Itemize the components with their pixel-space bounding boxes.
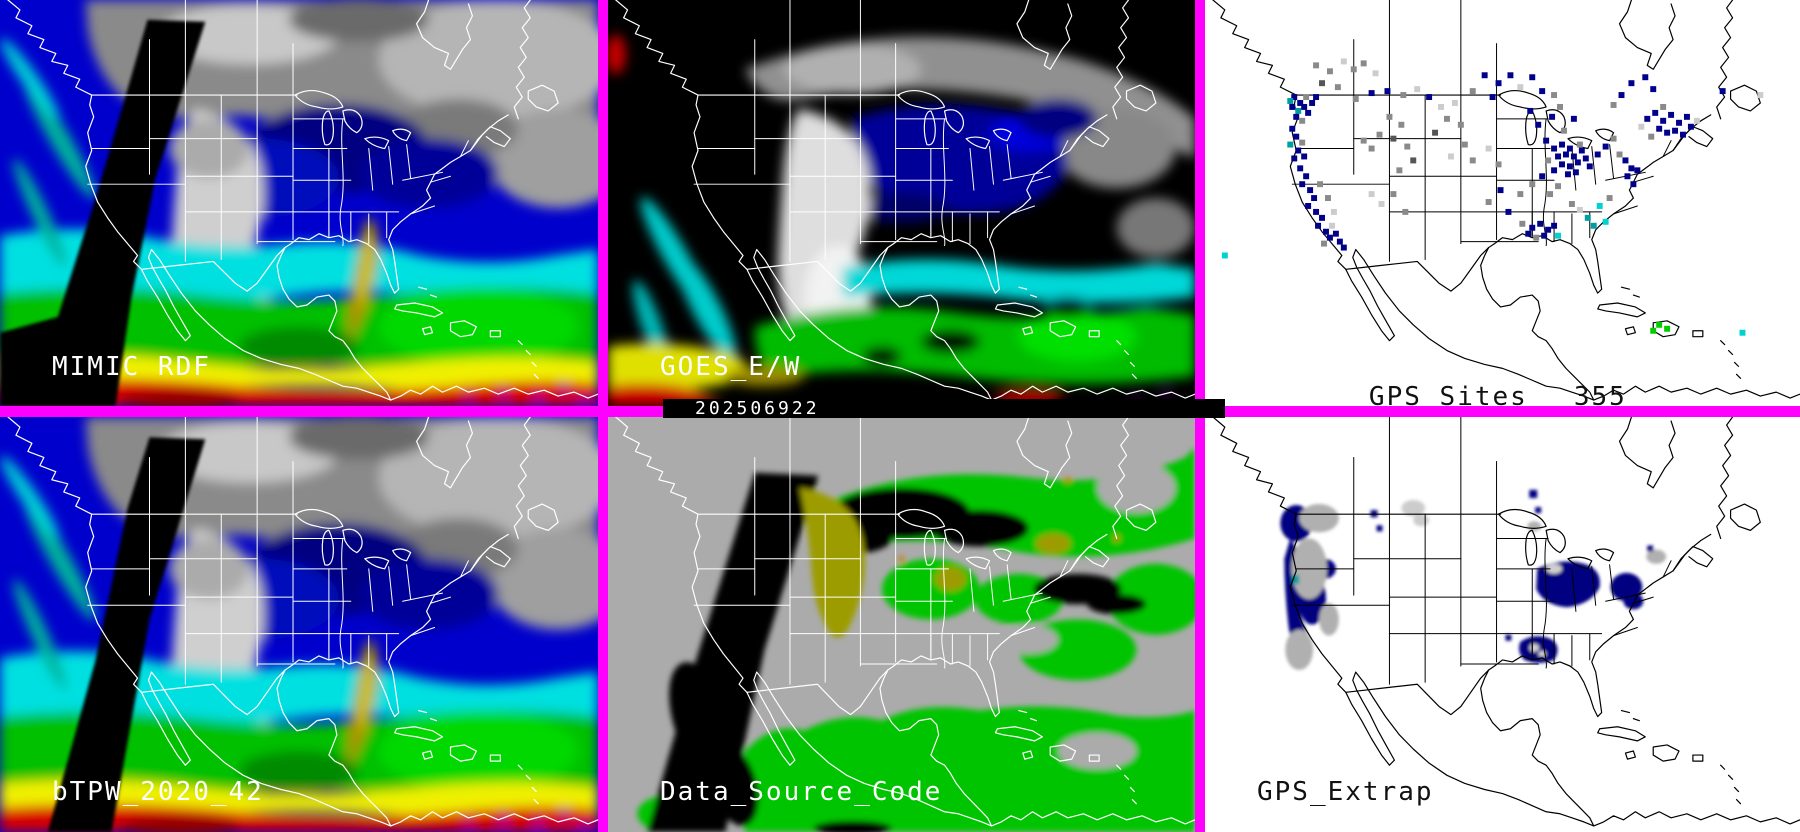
panel-btpw: bTPW_2020_42 — [0, 417, 598, 832]
panel-data-source-code: Data_Source_Code — [608, 417, 1195, 832]
gps-site-markers — [1221, 58, 1764, 336]
gps-sites-map — [1212, 0, 1800, 401]
data-source-code-map — [608, 417, 1195, 832]
timestamp-bar: 202506922 — [663, 399, 1225, 418]
panel-label-gps-extrap: GPS_Extrap — [1257, 777, 1434, 807]
panel-label-btpw: bTPW_2020_42 — [52, 777, 264, 807]
panel-label-goes: GOES_E/W — [660, 352, 802, 382]
panel-gps-extrap: GPS_Extrap — [1205, 417, 1800, 832]
gps-sites-count: 355 — [1573, 382, 1627, 406]
gps-sites-label: GPS Sites — [1368, 382, 1528, 406]
panel-label-mimic-rdf: MIMIC RDF — [52, 352, 211, 382]
panel-mimic-rdf: MIMIC RDF — [0, 0, 598, 406]
btpw-map — [0, 417, 598, 832]
panel-goes: GOES_E/W — [608, 0, 1195, 406]
panel-label-data-source-code: Data_Source_Code — [660, 777, 943, 807]
panel-label-gps-sites: GPS Sites 355 — [1263, 352, 1627, 406]
timestamp-text: 202506922 — [695, 398, 820, 419]
mimic-rdf-map — [0, 0, 598, 406]
goes-map — [608, 0, 1195, 406]
gps-extrap-map — [1212, 417, 1800, 827]
panel-gps-sites: GPS Sites 355 — [1205, 0, 1800, 406]
